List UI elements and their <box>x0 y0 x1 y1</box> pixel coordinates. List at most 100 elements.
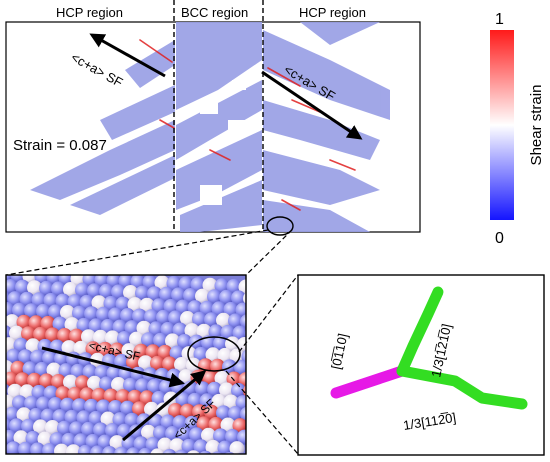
atom-sphere <box>75 282 90 298</box>
atom-sphere <box>237 429 246 445</box>
atom-sphere <box>40 315 56 331</box>
atom-sphere <box>252 315 267 330</box>
atom-sphere <box>136 320 152 336</box>
atom-sphere <box>42 443 57 454</box>
atom-sphere <box>243 385 246 398</box>
core-connector-upper <box>238 274 299 353</box>
atom-sphere <box>67 386 83 402</box>
region-label-bcc: BCC region <box>181 5 248 20</box>
atom-sphere <box>133 343 149 359</box>
atom-sphere <box>162 449 177 454</box>
atom-sphere <box>112 319 128 335</box>
region-label-hcp-left: HCP region <box>56 5 123 20</box>
atom-sphere <box>54 443 69 454</box>
atom-sphere <box>75 375 90 391</box>
atom-sphere <box>196 416 212 432</box>
atom-sphere <box>129 331 144 347</box>
atom-sphere <box>166 275 182 291</box>
atom-sphere <box>205 439 221 454</box>
atom-sphere <box>216 405 231 421</box>
atom-sphere <box>196 323 212 339</box>
atom-sphere <box>114 354 129 369</box>
atom-sphere <box>163 298 179 314</box>
atom-sphere <box>153 425 168 441</box>
atom-sphere <box>226 371 242 387</box>
atom-sphere <box>219 382 234 398</box>
atom-sphere <box>231 383 246 398</box>
atom-sphere <box>246 361 261 376</box>
atom-sphere <box>190 277 206 293</box>
atom-sphere <box>111 284 126 300</box>
atom-sphere <box>213 428 228 444</box>
atom-sphere <box>169 345 185 361</box>
sf-arrow-zoom-1 <box>41 346 185 388</box>
atom-sphere <box>42 350 57 366</box>
dislocation-panel-frame <box>297 274 545 456</box>
atom-sphere <box>219 289 234 305</box>
atom-sphere <box>223 394 239 410</box>
atom-sphere <box>165 333 180 349</box>
atom-sphere <box>81 329 96 345</box>
atom-sphere <box>151 390 167 406</box>
atom-sphere <box>126 447 141 454</box>
atom-sphere <box>135 285 150 301</box>
atom-sphere <box>157 437 173 453</box>
atom-sphere <box>7 291 23 307</box>
atom-sphere <box>6 429 17 445</box>
atom-sphere <box>231 290 246 306</box>
atom-sphere <box>22 361 38 377</box>
atom-sphere <box>36 396 51 412</box>
atom-sphere <box>144 309 159 325</box>
atom-sphere <box>106 365 122 381</box>
colorbar: 1 0 Shear strain <box>490 11 545 247</box>
atom-sphere <box>109 435 125 451</box>
atom-sphere <box>90 445 105 454</box>
atom-sphere <box>51 374 66 389</box>
atom-sphere <box>72 305 87 321</box>
atom-sphere <box>244 329 246 339</box>
atom-sphere <box>73 433 89 449</box>
atom-sphere <box>114 446 129 454</box>
atom-sphere <box>147 378 162 394</box>
atom-sphere <box>172 415 188 431</box>
atom-sphere <box>129 424 144 440</box>
atom-sphere <box>226 278 242 294</box>
atom-sphere <box>145 344 161 360</box>
atom-sphere <box>7 383 23 399</box>
atom-sphere <box>33 419 48 435</box>
atom-sphere <box>177 334 192 349</box>
atom-sphere <box>180 403 195 419</box>
atom-sphere <box>30 442 45 454</box>
atom-sphere <box>0 394 3 409</box>
atom-sphere <box>228 313 243 329</box>
atom-sphere <box>96 306 111 322</box>
atom-sphere <box>208 416 224 432</box>
atom-sphere <box>12 302 27 318</box>
atom-sphere <box>115 389 131 405</box>
dislocation-structure-panel: [0̅1̅10] 1/3[1̅21̅0] 1/3[112̅0] <box>297 274 545 456</box>
atom-sphere <box>64 317 80 333</box>
atom-sphere <box>138 355 153 371</box>
atom-sphere <box>73 340 89 356</box>
atom-sphere <box>60 397 75 413</box>
atom-sphere <box>97 434 113 450</box>
atom-sphere <box>156 309 171 325</box>
atom-sphere <box>0 337 5 352</box>
atom-sphere <box>24 395 39 411</box>
atom-sphere <box>6 337 17 353</box>
atom-sphere <box>139 297 155 313</box>
region-label-hcp-right: HCP region <box>299 5 366 20</box>
atom-sphere <box>141 424 156 440</box>
zoom-panel-frame <box>5 274 247 455</box>
atom-sphere <box>87 283 102 299</box>
zoom-source-circle <box>266 216 294 236</box>
atom-sphere <box>18 441 33 454</box>
atom-sphere <box>123 285 138 300</box>
atom-sphere <box>37 431 53 447</box>
atom-sphere <box>148 321 164 337</box>
atom-sphere <box>234 360 246 375</box>
atom-sphere <box>175 392 191 408</box>
atom-sphere <box>138 447 153 454</box>
atom-sphere <box>205 347 221 363</box>
